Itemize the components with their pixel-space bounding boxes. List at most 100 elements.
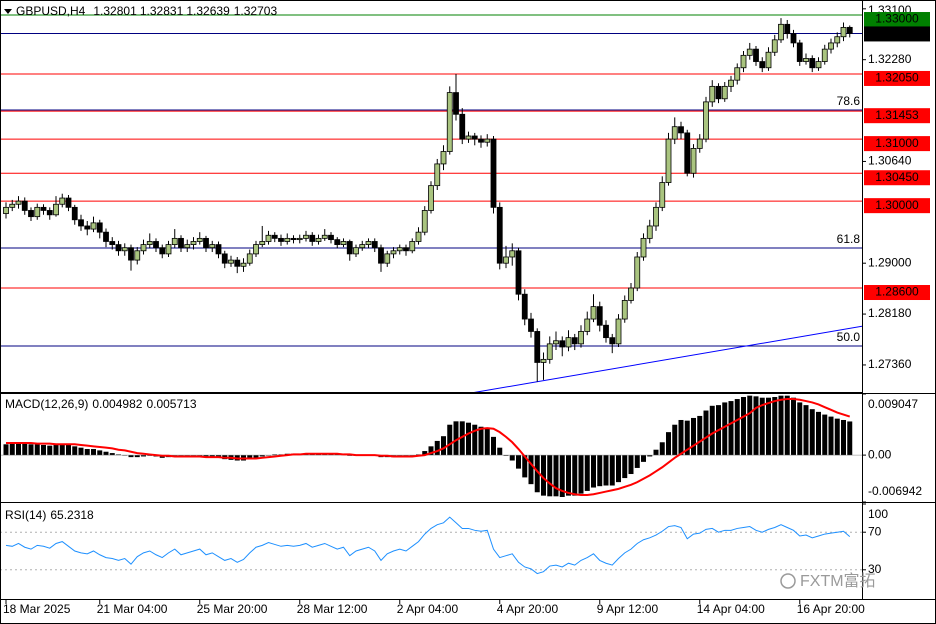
macd-bar <box>259 455 265 457</box>
x-tick-label: 4 Apr 20:00 <box>497 602 559 616</box>
macd-bar <box>491 436 496 456</box>
candle-body <box>290 237 297 241</box>
macd-bar <box>603 455 609 486</box>
candle-body <box>659 182 666 208</box>
rsi-title: RSI(14) <box>5 508 46 522</box>
candle-body <box>728 79 734 87</box>
candle-body <box>240 262 247 267</box>
macd-bar <box>109 453 115 456</box>
y-tick-label: 1.32280 <box>868 52 912 66</box>
candle-body <box>365 241 372 245</box>
y-tick-label: 0.00 <box>868 447 892 461</box>
macd-bar <box>728 401 734 456</box>
macd-bar <box>453 421 459 456</box>
macd-bar <box>466 422 471 456</box>
candle-body <box>78 219 84 227</box>
candle-body <box>790 33 797 44</box>
candle-body <box>721 85 728 100</box>
candle-body <box>246 253 253 264</box>
candle-body <box>28 210 34 218</box>
level-label: 1.32050 <box>875 71 919 85</box>
macd-bar <box>522 455 528 478</box>
candle-body <box>253 244 259 255</box>
y-tick-label: 100 <box>868 507 888 521</box>
x-tick-label: 16 Apr 20:00 <box>797 602 865 616</box>
macd-bar <box>22 443 28 456</box>
level-label: 1.31000 <box>875 136 919 150</box>
candle-body <box>234 259 241 267</box>
candle-body <box>346 241 353 255</box>
macd-bar <box>609 455 615 486</box>
candle-body <box>509 250 516 258</box>
candle-body <box>184 244 191 249</box>
candle-body <box>278 237 284 242</box>
candle-body <box>353 247 359 255</box>
macd-bar <box>3 444 9 456</box>
candle-body <box>759 61 766 69</box>
macd-bar <box>484 428 490 456</box>
candle-body <box>521 293 528 320</box>
macd-bar <box>278 454 284 456</box>
candle-body <box>590 306 597 320</box>
macd-bar <box>759 397 765 456</box>
candle-body <box>809 58 816 69</box>
level-box <box>864 285 930 301</box>
macd-bar <box>478 426 484 456</box>
macd-bar <box>434 440 440 456</box>
macd-bar <box>634 455 640 468</box>
macd-bar <box>459 421 465 456</box>
candle-body <box>115 244 122 252</box>
candle-body <box>584 318 591 332</box>
candle-body <box>403 247 409 252</box>
rsi-line <box>5 516 851 575</box>
candle-body <box>746 48 753 56</box>
candle-body <box>15 200 22 205</box>
y-tick-label: 1.30640 <box>868 154 912 168</box>
candle-body <box>440 151 447 165</box>
candle-body <box>840 27 847 38</box>
fibo-label: 61.8 <box>837 232 861 246</box>
y-tick-label: -0.006942 <box>868 484 922 498</box>
candle-body <box>59 197 66 205</box>
candle-body <box>3 206 9 214</box>
menu-arrow[interactable] <box>4 9 12 14</box>
open-value: 1.32801 <box>93 4 137 18</box>
candle-body <box>515 250 522 295</box>
macd-bar <box>772 397 778 456</box>
candle-body <box>603 324 609 339</box>
macd-bar <box>828 416 834 456</box>
candle-body <box>565 337 572 348</box>
macd-bar <box>822 414 828 456</box>
macd-bar <box>703 410 709 456</box>
macd-bar <box>578 455 584 494</box>
watermark-logo <box>780 573 796 589</box>
candle-body <box>21 200 28 211</box>
level-label: 1.33000 <box>875 12 919 26</box>
level-box <box>864 108 930 124</box>
macd-bar <box>253 455 259 458</box>
candle-body <box>465 135 472 140</box>
macd-bar <box>441 436 446 456</box>
macd-bar <box>834 418 840 456</box>
macd-bar <box>147 455 153 456</box>
candle-body <box>771 39 778 53</box>
candle-body <box>640 237 647 258</box>
macd-bar <box>734 399 740 456</box>
candle-body <box>321 234 328 239</box>
macd-bar <box>72 446 78 456</box>
last-price-box <box>864 26 930 42</box>
macd-bar <box>141 455 146 457</box>
candle-body <box>215 244 222 255</box>
candle-body <box>396 247 403 252</box>
candle-body <box>196 237 203 242</box>
candle-body <box>703 101 709 140</box>
candle-body <box>621 300 628 320</box>
candle-body <box>778 23 784 41</box>
macd-bar <box>47 445 53 456</box>
macd-bar <box>653 449 659 456</box>
candle-body <box>540 358 547 363</box>
macd-bar <box>472 424 478 456</box>
candle-body <box>228 259 234 264</box>
candle-body <box>9 203 16 208</box>
